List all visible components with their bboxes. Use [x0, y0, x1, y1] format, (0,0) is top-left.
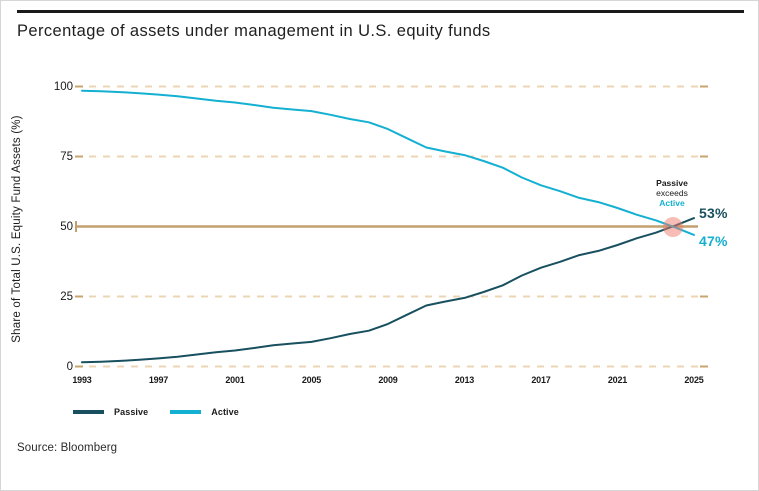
- source-text: Source: Bloomberg: [17, 442, 118, 454]
- y-tick-label-25: 25: [60, 290, 73, 303]
- legend-swatch-active: [170, 409, 202, 415]
- x-tick-label-2017: 2017: [531, 375, 551, 385]
- x-tick-label-2009: 2009: [378, 375, 398, 385]
- x-tick-label-2025: 2025: [684, 375, 704, 385]
- x-tick-label-2005: 2005: [301, 375, 322, 385]
- chart-title: Percentage of assets under management in…: [17, 22, 491, 40]
- legend-label-active: Active: [211, 407, 239, 417]
- legend-swatch-passive: [73, 409, 104, 415]
- passive-end-value-label: 53%: [699, 205, 728, 221]
- annotation-exceeds-text: exceeds: [656, 188, 688, 198]
- annotation-passive-text: Passive: [656, 178, 688, 188]
- crossover-annotation: Passive exceeds Active: [632, 178, 712, 208]
- y-tick-label-0: 0: [66, 360, 73, 373]
- y-tick-label-50: 50: [60, 220, 73, 233]
- y-tick-label-100: 100: [53, 80, 73, 93]
- crossover-marker: [662, 217, 683, 238]
- legend: Passive Active: [73, 405, 239, 419]
- x-tick-label-1997: 1997: [148, 375, 169, 385]
- y-tick-label-75: 75: [60, 150, 73, 163]
- x-tick-label-2001: 2001: [225, 375, 245, 385]
- annotation-active-text: Active: [659, 198, 685, 208]
- x-tick-label-2013: 2013: [454, 375, 475, 385]
- series-line-active: [81, 89, 695, 236]
- x-tick-label-1993: 1993: [72, 375, 92, 385]
- x-tick-label-2021: 2021: [607, 375, 628, 385]
- legend-label-passive: Passive: [114, 407, 149, 417]
- active-end-value-label: 47%: [699, 233, 728, 249]
- top-rule: [17, 10, 744, 13]
- series-line-passive: [81, 217, 695, 364]
